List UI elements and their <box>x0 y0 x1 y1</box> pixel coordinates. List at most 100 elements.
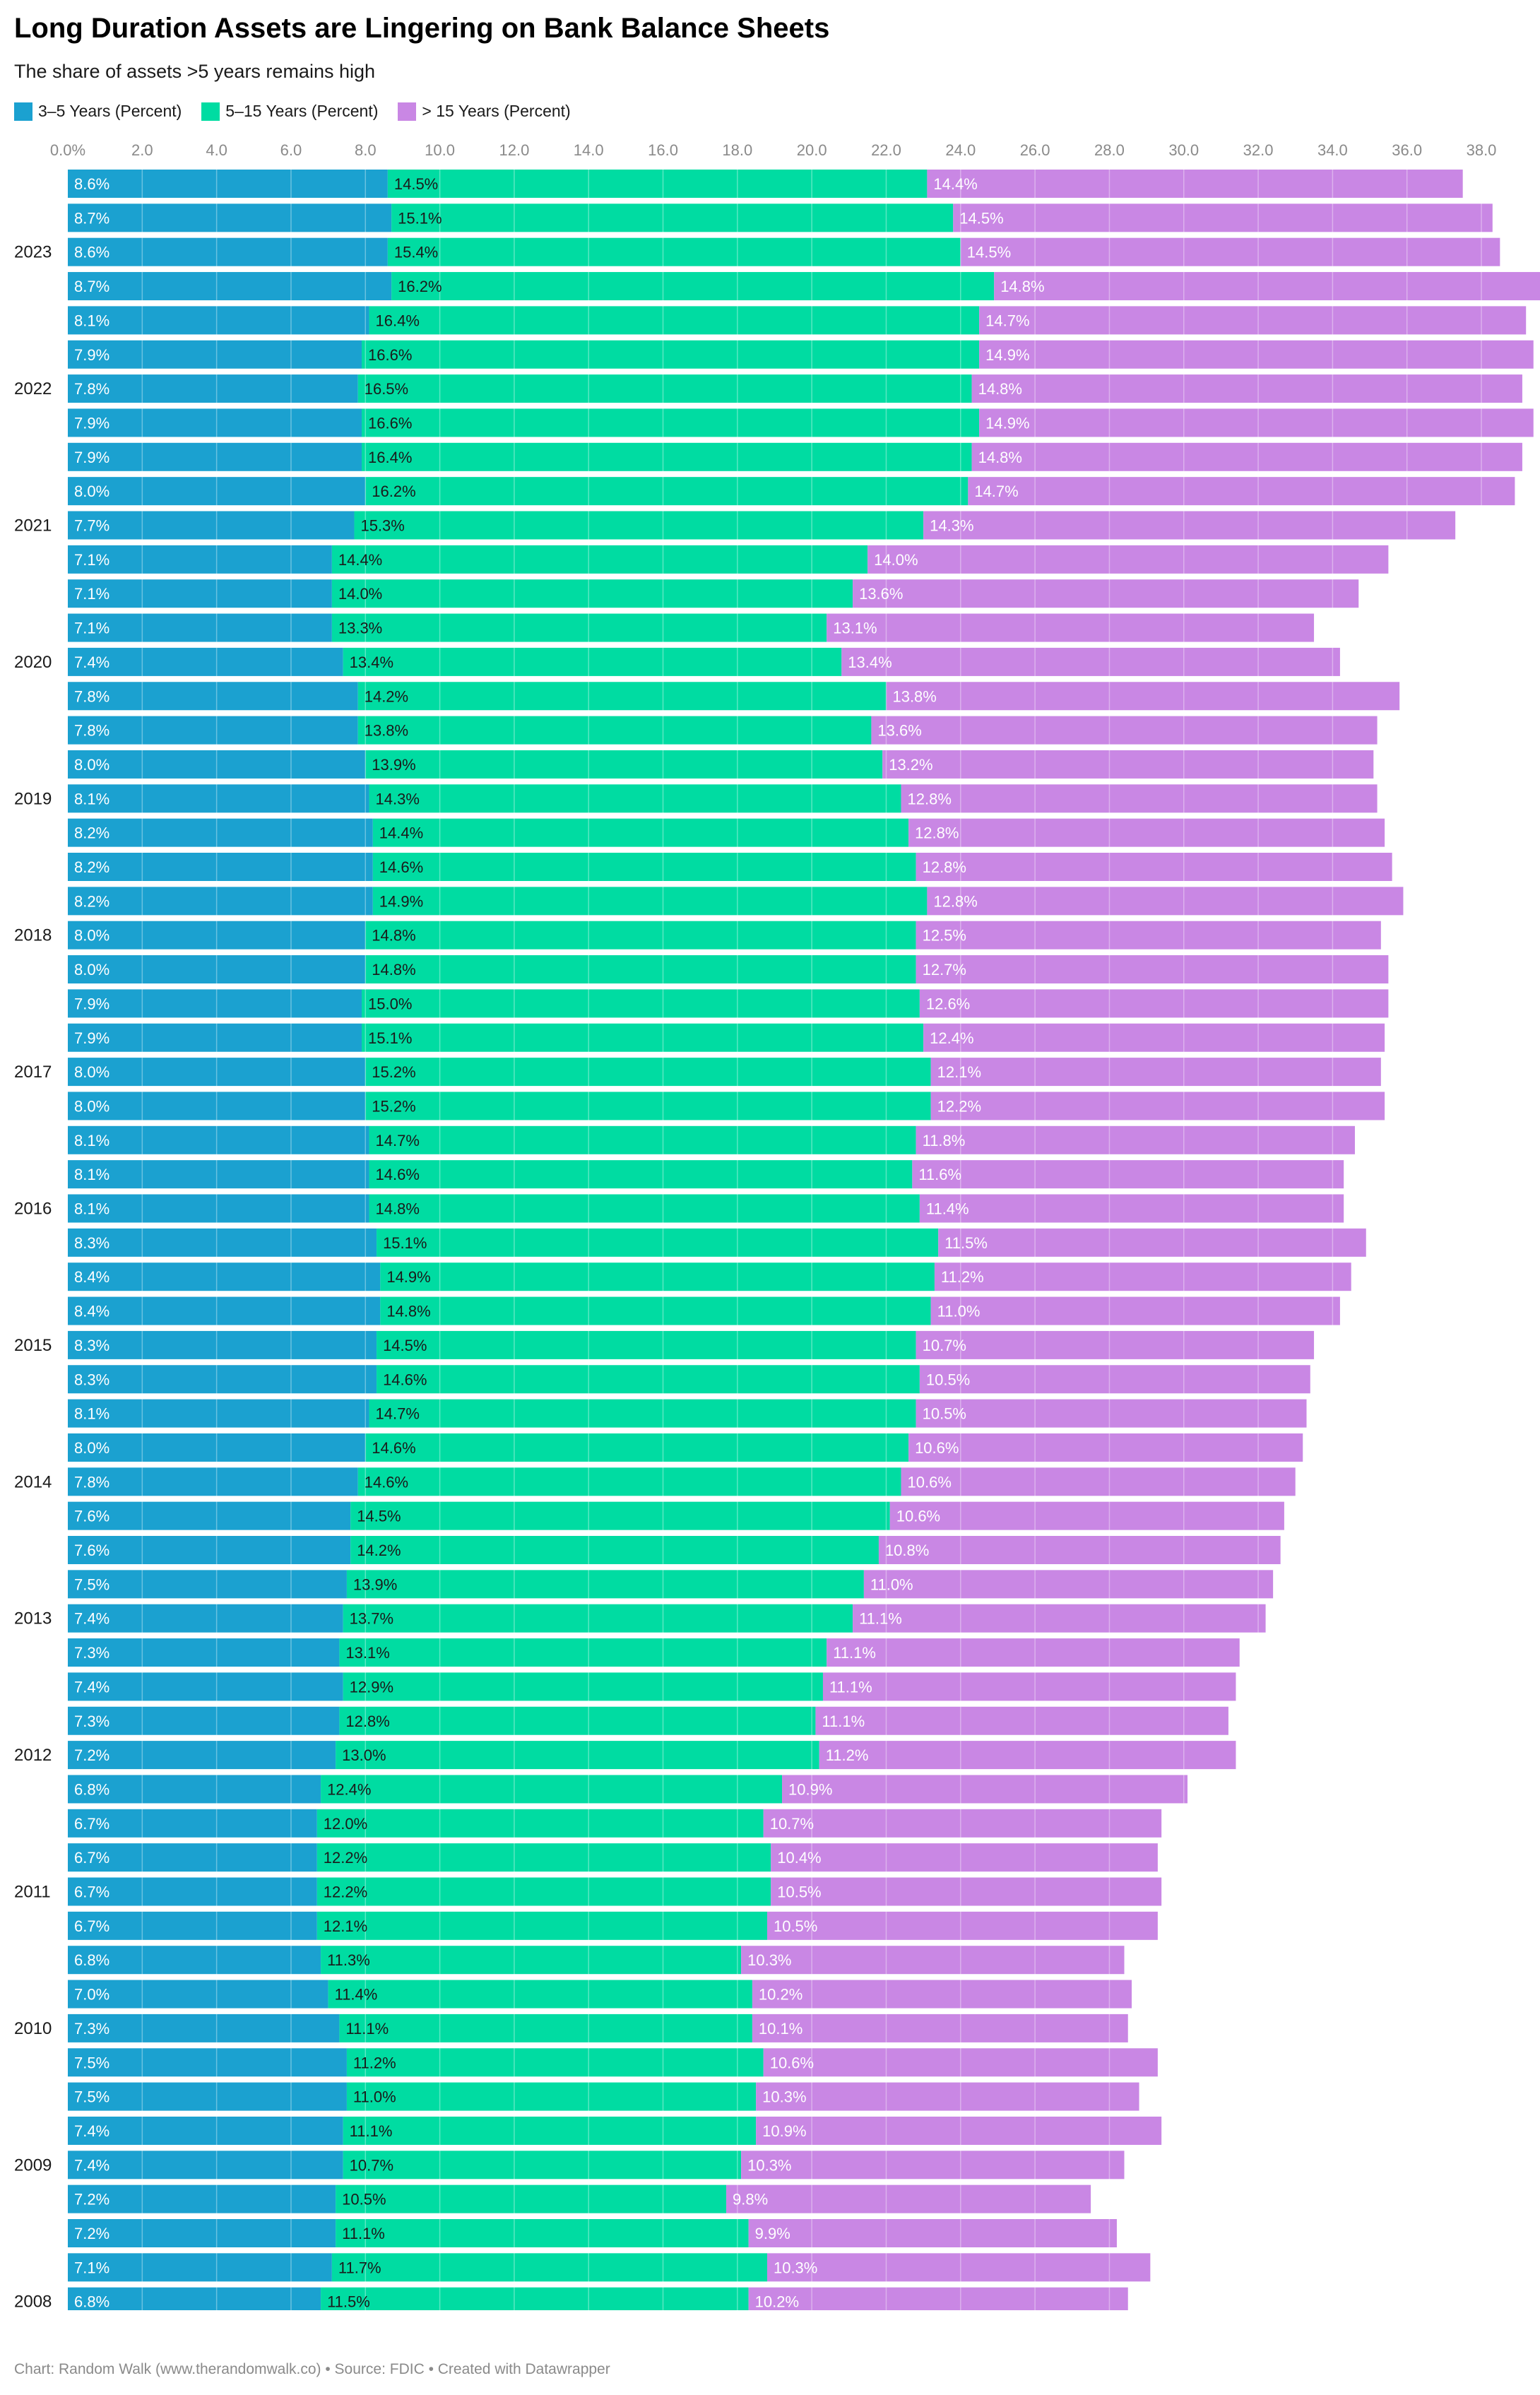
bar-segment <box>916 955 1389 984</box>
bar-segment <box>331 545 868 574</box>
row-label: 2012 <box>14 1746 52 1765</box>
data-label: 14.5% <box>383 1337 427 1354</box>
legend-item-over-15-years: > 15 Years (Percent) <box>398 102 571 121</box>
bar-segment <box>68 511 355 540</box>
bar-segment <box>68 647 343 676</box>
bar-segment <box>916 853 1392 881</box>
data-label: 8.0% <box>74 961 109 978</box>
data-label: 7.8% <box>74 687 109 705</box>
row-label: 2021 <box>14 516 52 536</box>
data-label: 10.6% <box>896 1508 940 1525</box>
bar-segment <box>756 2082 1139 2111</box>
bar-segment <box>357 1467 901 1496</box>
data-label: 7.9% <box>74 449 109 466</box>
bar-segment <box>919 1194 1344 1223</box>
bar-segment <box>68 1672 343 1701</box>
data-label: 7.8% <box>74 380 109 398</box>
data-label: 15.2% <box>372 1097 415 1115</box>
data-label: 14.6% <box>379 858 423 876</box>
data-label: 6.7% <box>74 1849 109 1867</box>
data-label: 7.1% <box>74 551 109 569</box>
data-label: 12.5% <box>923 927 966 945</box>
bar-segment <box>882 750 1374 779</box>
bar-segment <box>889 1501 1284 1530</box>
bar-segment <box>68 1877 317 1906</box>
bar-segment <box>68 1570 347 1599</box>
bar-segment <box>953 203 1493 232</box>
data-label: 13.0% <box>342 1746 386 1764</box>
row-label: 2022 <box>14 379 52 398</box>
bar-segment <box>886 682 1400 711</box>
data-label: 7.2% <box>74 2191 109 2208</box>
bar-segment <box>387 237 961 266</box>
bar-segment <box>377 1228 939 1257</box>
bar-segment <box>68 237 388 266</box>
x-tick-label: 8.0 <box>355 141 377 159</box>
bar-segment <box>741 1946 1125 1975</box>
data-label: 12.8% <box>923 858 966 876</box>
data-label: 16.2% <box>398 278 442 295</box>
data-label: 14.9% <box>386 1268 430 1286</box>
bar-segment <box>782 1775 1188 1804</box>
row-label: 2016 <box>14 1200 52 1219</box>
bar-segment <box>771 1843 1158 1872</box>
bar-segment <box>346 2048 764 2077</box>
data-label: 7.3% <box>74 1713 109 1730</box>
bar-segment <box>372 818 909 847</box>
bar-segment <box>321 1946 742 1975</box>
data-label: 10.3% <box>747 2156 791 2174</box>
data-label: 6.7% <box>74 1884 109 1901</box>
bar-segment <box>372 887 928 916</box>
bar-segment <box>68 306 369 335</box>
data-label: 16.2% <box>372 483 415 500</box>
bar-segment <box>316 1843 771 1872</box>
bar-segment <box>748 2219 1117 2247</box>
data-label: 13.6% <box>877 722 921 740</box>
x-tick-label: 22.0 <box>871 141 901 159</box>
bars-group <box>68 170 1540 2316</box>
data-label: 12.8% <box>915 824 959 842</box>
data-label: 7.2% <box>74 2225 109 2242</box>
data-label: 11.1% <box>342 2225 385 2242</box>
data-label: 9.9% <box>755 2225 790 2242</box>
data-label: 12.1% <box>324 1917 367 1935</box>
bar-segment <box>901 1467 1296 1496</box>
data-label: 14.9% <box>379 892 423 910</box>
data-label: 14.0% <box>338 585 382 603</box>
bar-segment <box>68 2048 347 2077</box>
data-label: 15.1% <box>368 1029 412 1047</box>
data-label: 10.5% <box>777 1884 821 1901</box>
bar-segment <box>387 170 928 198</box>
data-label: 10.2% <box>759 1986 802 2004</box>
bar-segment <box>68 1228 377 1257</box>
data-label: 7.5% <box>74 1575 109 1593</box>
data-label: 11.7% <box>338 2259 381 2276</box>
bar-segment <box>68 545 332 574</box>
data-label: 13.9% <box>353 1575 397 1593</box>
bar-segment <box>362 1023 924 1052</box>
bar-segment <box>365 750 883 779</box>
data-label: 16.4% <box>368 449 412 466</box>
data-label: 16.5% <box>365 380 408 398</box>
bar-segment <box>362 408 980 437</box>
bar-segment <box>68 1023 362 1052</box>
data-label: 13.7% <box>350 1610 393 1628</box>
bar-segment <box>369 1125 916 1154</box>
data-label: 8.7% <box>74 209 109 227</box>
data-label: 8.1% <box>74 790 109 808</box>
data-label: 8.0% <box>74 756 109 774</box>
bar-segment <box>960 237 1500 266</box>
data-label: 14.5% <box>959 209 1003 227</box>
data-label: 8.1% <box>74 1405 109 1423</box>
data-label: 7.1% <box>74 585 109 603</box>
bar-segment <box>68 2082 347 2111</box>
row-label: 2017 <box>14 1063 52 1082</box>
bar-segment <box>68 1911 317 1940</box>
bar-segment <box>878 1536 1281 1564</box>
row-label: 2018 <box>14 926 52 945</box>
bar-segment <box>971 442 1522 471</box>
bar-segment <box>365 1433 909 1462</box>
bar-segment <box>377 1330 916 1359</box>
data-label: 10.9% <box>762 2122 806 2140</box>
bar-segment <box>369 1160 913 1189</box>
